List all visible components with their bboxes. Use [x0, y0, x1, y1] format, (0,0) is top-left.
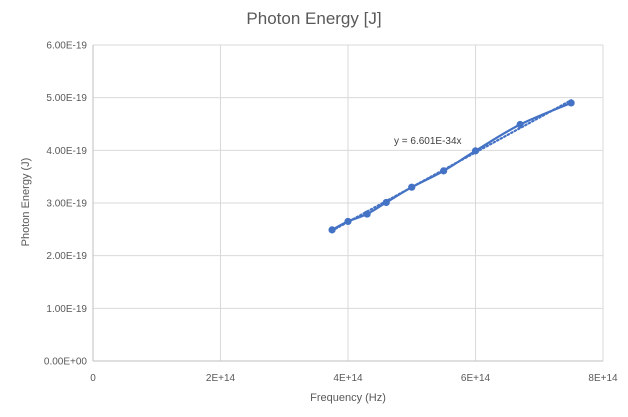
y-tick-label: 3.00E-19	[46, 199, 87, 210]
y-axis-title: Photon Energy (J)	[20, 158, 32, 247]
data-point	[344, 217, 352, 226]
gridlines	[93, 44, 604, 361]
y-tick-label: 4.00E-19	[46, 146, 87, 157]
x-tick-label: 6E+14	[461, 373, 491, 384]
y-tick-label: 6.00E-19	[46, 41, 87, 52]
y-tick-label: 5.00E-19	[46, 93, 87, 104]
x-tick-label: 2E+14	[206, 373, 236, 384]
data-series	[328, 99, 575, 234]
data-point	[440, 167, 448, 175]
axes	[92, 45, 603, 362]
x-tick-labels: 0 2E+14 4E+14 6E+14 8E+14	[90, 373, 618, 384]
data-point	[471, 147, 480, 155]
trendline-equation: y = 6.601E-34x	[394, 136, 462, 147]
x-tick-label: 4E+14	[333, 373, 363, 384]
chart-title: Photon Energy [J]	[246, 9, 381, 28]
x-tick-label: 0	[90, 373, 96, 384]
y-tick-label: 0.00E+00	[44, 357, 88, 368]
x-axis-title: Frequency (Hz)	[310, 392, 386, 404]
data-point	[516, 120, 524, 129]
data-point	[567, 99, 575, 107]
y-tick-labels: 0.00E+00 1.00E-19 2.00E-19 3.00E-19 4.00E-19…	[44, 41, 88, 368]
data-point	[363, 210, 371, 218]
y-tick-label: 1.00E-19	[46, 304, 87, 315]
data-point	[328, 226, 336, 234]
data-point	[408, 183, 416, 191]
data-point	[382, 198, 390, 207]
x-tick-label: 8E+14	[588, 373, 618, 384]
y-tick-label: 2.00E-19	[46, 251, 87, 262]
